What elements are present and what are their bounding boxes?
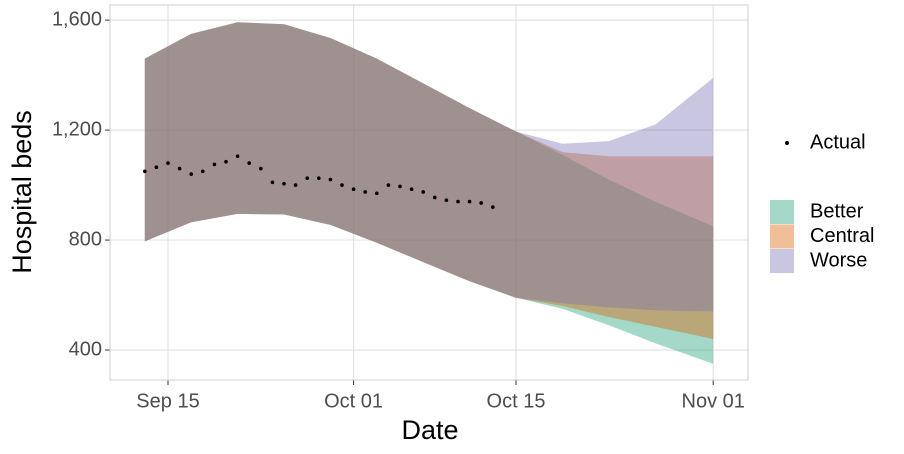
actual-point [375,191,379,196]
actual-point [328,177,333,182]
actual-point [491,205,495,209]
actual-point [317,176,321,181]
actual-point [456,199,460,204]
actual-point [305,176,310,181]
actual-point [293,183,298,187]
actual-point [247,161,251,165]
actual-point [351,187,356,192]
y-tick-label: 800 [69,228,102,250]
x-tick-label: Sep 15 [136,390,199,412]
legend-label: Actual [810,131,866,153]
actual-point [386,183,391,187]
actual-point [282,181,286,186]
grid [110,5,748,380]
actual-point [143,169,147,174]
y-tick-label: 1,200 [52,118,102,140]
actual-point [479,201,484,205]
actual-point [363,190,368,194]
actual-point [212,162,217,167]
actual-point [154,165,159,170]
ribbon [144,22,714,340]
plot [143,22,714,364]
legend-label: Worse [810,249,867,271]
legend-swatch [770,224,794,249]
panel-border [109,4,749,381]
actual-point [421,190,426,194]
actual-point [235,154,240,159]
actual-point [409,187,414,192]
legend-label: Central [810,225,874,247]
actual-point [259,166,263,171]
x-tick-label: Nov 01 [682,390,745,412]
actual-point [166,161,170,165]
ribbon [144,22,714,312]
y-axis-title: Hospital beds [7,110,37,274]
legend-dot [785,141,789,145]
actual-point [433,195,437,200]
y-tick-label: 400 [69,338,102,360]
actual-point [201,169,205,174]
actual-point [189,172,193,176]
actual-point [398,184,402,189]
actual-point [340,183,344,187]
actual-point [467,199,472,204]
legend-label: Better [810,200,864,222]
actual-point [444,198,449,202]
x-tick-label: Oct 01 [324,390,383,412]
actual-point [177,166,182,171]
actual-point [224,159,228,164]
x-axis-title: Date [401,415,458,445]
legend-swatch [770,249,794,273]
ribbon [144,22,714,364]
x-tick-label: Oct 15 [487,390,546,412]
y-tick-label: 1,600 [52,8,102,30]
actual-point [270,180,275,185]
legend-swatch [770,200,794,224]
